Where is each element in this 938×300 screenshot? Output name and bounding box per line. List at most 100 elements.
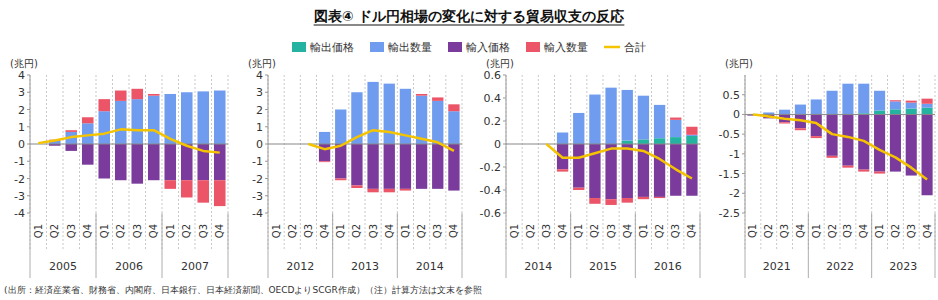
y-axis-label: (兆円) [725,58,753,69]
total-line [38,129,220,152]
grid-line [683,75,684,250]
panel: -2.5-2-1.5-1-0.500.5(兆円)Q1Q2Q3Q4Q1Q2Q3Q4… [719,58,935,278]
bar [115,91,127,101]
bar [335,110,346,145]
y-tick-label: 1 [18,121,25,134]
x-tick-label: Q2 [49,224,60,238]
y-tick-label: -0.5 [719,128,740,141]
y-tick [27,178,30,179]
x-tick-label: Q4 [686,224,697,238]
bar [131,144,143,184]
bar [65,144,77,151]
zero-line [745,114,935,115]
bar [98,99,110,111]
y-axis-label: (兆円) [486,58,514,69]
year-label: 2012 [286,260,314,273]
bar [557,169,568,171]
x-tick-label: Q1 [33,224,44,238]
x-tick-label: Q1 [335,224,346,238]
x-tick-label: Q1 [811,224,822,238]
x-tick-label: Q1 [638,224,649,238]
y-tick [265,126,268,127]
bar [367,82,378,144]
y-tick-label: -1 [14,155,25,168]
bar [214,91,226,144]
y-tick [265,178,268,179]
grid-line [348,75,349,250]
y-tick-label: 0.4 [484,92,502,105]
x-tick-label: Q3 [66,224,77,238]
x-tick-label: Q3 [670,224,681,238]
x-tick-label: Q1 [165,224,176,238]
bar [874,110,885,114]
bar [115,101,127,144]
x-tick-label: Q3 [779,224,790,238]
bar [654,197,665,198]
legend-label: 輸出価格 [310,41,354,54]
y-axis-label: (兆円) [248,58,276,69]
bar [164,144,176,180]
year-label: 2014 [416,260,444,273]
total-line [308,130,454,151]
x-tick-label: Q2 [525,224,536,238]
x-tick-label: Q4 [557,224,568,238]
x-tick-label: Q3 [198,224,209,238]
grid-line [776,75,777,250]
y-tick [27,213,30,214]
bar [335,144,346,179]
bar [654,105,665,138]
legend-label: 合計 [624,41,646,54]
x-tick-label: Q3 [368,224,379,238]
x-tick-label: Q2 [654,224,665,238]
x-tick-label: Q2 [351,224,362,238]
y-tick-label: -1 [729,148,740,161]
bar [795,105,806,115]
x-tick-label: Q1 [509,224,520,238]
grid-line [413,75,414,250]
bar [874,114,885,171]
bar [197,91,209,144]
bar [181,92,193,144]
bar [605,199,616,205]
x-tick-label: Q2 [890,224,901,238]
bar [906,109,917,115]
grid-line [792,75,793,250]
bar [605,88,616,144]
y-tick [503,190,506,191]
bar [131,99,143,144]
y-tick-label: 3 [256,86,263,99]
bar [181,180,193,197]
bar [858,170,869,172]
title-underline [314,25,625,26]
source-note: (出所：経済産業省、財務省、内閣府、日本銀行、日本経済新聞、OECDよりSCGR… [4,285,482,295]
bar [622,198,633,203]
bar [622,144,633,198]
y-tick-label: 2 [256,104,263,117]
year-label: 2022 [826,260,854,273]
grid-line [316,75,317,250]
bar [65,130,77,132]
bar [922,114,933,195]
bar [148,144,160,180]
bar [335,179,346,181]
bar [686,127,697,135]
bar [890,101,901,109]
chart-root: 図表④ ドル円相場の変化に対する貿易収支の反応輸出価格輸出数量輸入価格輸入数量合… [0,0,938,300]
y-tick [503,167,506,168]
bar [573,113,584,144]
y-tick-label: -2.5 [719,207,740,220]
bar [811,99,822,114]
grid-line [429,75,430,250]
bar [98,144,110,179]
bar [874,91,885,111]
y-tick-label: -0.4 [480,184,501,197]
y-tick-label: -0.6 [480,207,501,220]
y-tick-label: 0.2 [484,115,502,128]
bar [638,139,649,144]
x-tick-label: Q4 [82,224,93,238]
y-tick [742,173,745,174]
y-tick [265,161,268,162]
group-separator [96,213,97,278]
legend-label: 輸入数量 [544,41,588,54]
zero-line [506,144,700,145]
